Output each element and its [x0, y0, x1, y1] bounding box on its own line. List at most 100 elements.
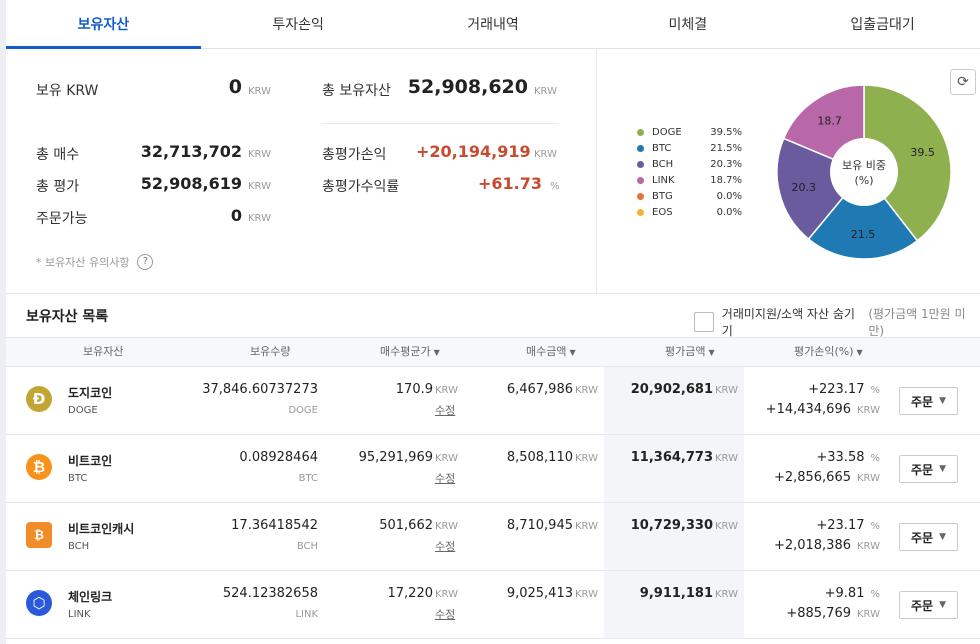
tab-profit-loss[interactable]: 투자손익 — [272, 17, 324, 33]
legend-swatch — [637, 160, 644, 168]
orderable-value: 0 — [230, 206, 242, 225]
holding-quantity-unit: BCH — [236, 538, 318, 553]
help-icon[interactable]: ? — [137, 254, 154, 270]
chevron-down-icon: ▼ — [939, 464, 946, 474]
edit-avg-price-link[interactable]: 수정 — [435, 608, 456, 621]
donut-center-unit: (%) — [854, 174, 873, 187]
holdings-table-header: 보유자산 보유수량 매수평균가 ▼ 매수금액 ▼ 평가금액 ▼ 평가손익(%) ▼ — [6, 337, 980, 367]
buy-amount-value: 6,467,986 — [506, 382, 573, 397]
table-row: ⬡ 체인링크 LINK 524.12382658 LINK 17,220 KRW 수정 9,02… — [6, 571, 980, 639]
col-quantity-label: 보유수량 — [250, 345, 291, 358]
table-row: ₿ 비트코인 BTC 0.08928464 BTC 95,291,969 KRW 수정 8,50… — [6, 435, 980, 503]
eval-amount: 20,902,681 KRW — [606, 382, 738, 397]
order-button-label: 주문 — [910, 394, 934, 409]
tab-transactions[interactable]: 거래내역 — [467, 17, 519, 33]
total-rate-unit: % — [550, 181, 560, 192]
divider — [322, 123, 558, 124]
eval-amount-value: 9,911,181 — [639, 586, 713, 601]
eval-column-bg — [604, 435, 744, 502]
coin-icon: Ð — [26, 386, 52, 412]
legend-name: BTC — [652, 142, 672, 154]
avg-price: 501,662 KRW — [336, 518, 458, 533]
legend-item: BTG 0.0% — [637, 188, 742, 204]
total-eval-value: 52,908,619 — [140, 174, 242, 193]
holding-quantity-unit: LINK — [236, 606, 318, 621]
profit-loss-amount: +885,769 KRW — [746, 606, 880, 621]
eval-column-bg — [604, 571, 744, 638]
krw-unit: KRW — [248, 86, 271, 97]
buy-amount-value: 9,025,413 — [506, 586, 573, 601]
coin-name[interactable]: 비트코인 — [68, 454, 113, 468]
col-avg-price[interactable]: 매수평균가 ▼ — [380, 338, 440, 366]
order-button-label: 주문 — [910, 598, 934, 613]
hide-small-assets-checkbox[interactable] — [694, 312, 714, 332]
coin-symbol: BCH — [68, 541, 90, 552]
quantity-unit: DOGE — [288, 405, 318, 416]
order-button-label: 주문 — [910, 462, 934, 477]
col-profit-loss[interactable]: 평가손익(%) ▼ — [794, 338, 863, 366]
pie-slice-label: 20.3 — [792, 181, 817, 194]
coin-name[interactable]: 체인링크 — [68, 590, 113, 604]
total-buy-unit: KRW — [248, 149, 271, 160]
holding-quantity: 524.12382658 — [176, 586, 318, 601]
eval-amount-unit: KRW — [715, 385, 738, 396]
col-asset: 보유자산 — [83, 338, 123, 366]
buy-amount: 9,025,413 KRW — [476, 586, 598, 601]
eval-column-bg — [604, 367, 744, 434]
coin-symbol: DOGE — [68, 405, 98, 416]
hide-small-assets-option[interactable]: 거래미지원/소액 자산 숨기기 (평가금액 1만원 미만) — [694, 305, 980, 339]
profit-loss-pct: +23.17% — [746, 518, 880, 533]
legend-swatch — [637, 144, 644, 152]
total-assets-label: 총 보유자산 — [322, 83, 391, 99]
edit-avg-price-link[interactable]: 수정 — [435, 472, 456, 485]
profit-loss-amount-value: +14,434,696 — [765, 402, 851, 417]
total-buy-label: 총 매수 — [36, 147, 80, 163]
buy-amount-unit: KRW — [575, 521, 598, 532]
holding-quantity-unit: DOGE — [236, 402, 318, 417]
buy-amount-unit: KRW — [575, 589, 598, 600]
profit-loss-pct-unit: % — [870, 521, 880, 532]
total-rate-label: 총평가수익률 — [322, 179, 400, 195]
refresh-icon: ⟳ — [957, 74, 969, 90]
profit-loss-amount-unit: KRW — [857, 473, 880, 484]
total-assets-value: 52,908,620 — [407, 76, 528, 98]
coin-name[interactable]: 도지코인 — [68, 386, 113, 400]
col-buy-amount[interactable]: 매수금액 ▼ — [526, 338, 576, 366]
tab-holdings[interactable]: 보유자산 — [6, 0, 201, 49]
refresh-button[interactable]: ⟳ — [950, 69, 976, 95]
edit-avg-price-link[interactable]: 수정 — [435, 540, 456, 553]
holdings-notice[interactable]: * 보유자산 유의사항 ? — [36, 254, 154, 270]
legend-name: DOGE — [652, 126, 682, 138]
order-button[interactable]: 주문 ▼ — [899, 455, 958, 483]
eval-amount-value: 11,364,773 — [630, 450, 713, 465]
avg-price-unit: KRW — [435, 453, 458, 464]
legend-item: BTC 21.5% — [637, 140, 742, 156]
col-eval-amount[interactable]: 평가금액 ▼ — [665, 338, 715, 366]
avg-price: 95,291,969 KRW — [336, 450, 458, 465]
total-eval-label: 총 평가 — [36, 179, 80, 195]
tab-open-orders[interactable]: 미체결 — [668, 17, 708, 33]
buy-amount: 8,710,945 KRW — [476, 518, 598, 533]
tab-pending-deposits[interactable]: 입출금대기 — [850, 17, 915, 33]
allocation-chart-panel: DOGE 39.5% BTC 21.5% BCH 20.3% LINK 18.7% BT… — [597, 49, 980, 294]
eval-amount: 9,911,181 KRW — [606, 586, 738, 601]
legend-item: LINK 18.7% — [637, 172, 742, 188]
legend-pct: 20.3% — [710, 158, 742, 170]
profit-loss-pct-unit: % — [870, 589, 880, 600]
profit-loss-pct-value: +23.17 — [816, 518, 865, 533]
coin-icon: ₿ — [26, 454, 52, 480]
legend-name: EOS — [652, 206, 673, 218]
profit-loss-pct-value: +9.81 — [824, 586, 865, 601]
krw-label: 보유 KRW — [36, 83, 99, 99]
order-button[interactable]: 주문 ▼ — [899, 523, 958, 551]
order-button[interactable]: 주문 ▼ — [899, 591, 958, 619]
order-button[interactable]: 주문 ▼ — [899, 387, 958, 415]
edit-avg-price-link[interactable]: 수정 — [435, 404, 456, 417]
avg-price-unit: KRW — [435, 521, 458, 532]
allocation-legend: DOGE 39.5% BTC 21.5% BCH 20.3% LINK 18.7% BT… — [637, 124, 742, 220]
donut-center-title: 보유 비중 — [842, 159, 886, 172]
coin-symbol: LINK — [68, 609, 91, 620]
coin-name[interactable]: 비트코인캐시 — [68, 522, 135, 536]
total-buy-value: 32,713,702 — [140, 142, 242, 161]
buy-amount: 8,508,110 KRW — [476, 450, 598, 465]
